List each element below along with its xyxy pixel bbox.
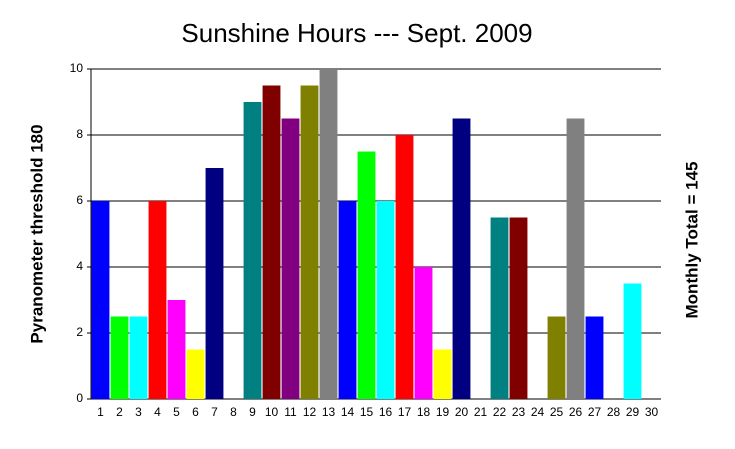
- x-tick-label: 20: [455, 405, 469, 419]
- x-tick-label: 3: [135, 405, 142, 419]
- bar: [243, 102, 262, 399]
- bar: [357, 151, 376, 399]
- x-tick-label: 21: [474, 405, 488, 419]
- x-tick-label: 23: [512, 405, 526, 419]
- x-tick-label: 10: [265, 405, 279, 419]
- bar: [623, 283, 642, 399]
- bar: [490, 217, 509, 399]
- x-tick-label: 19: [436, 405, 450, 419]
- x-tick-label: 17: [398, 405, 412, 419]
- bar: [262, 85, 281, 399]
- bar: [395, 135, 414, 399]
- x-tick-label: 7: [211, 405, 218, 419]
- bar: [129, 316, 148, 399]
- x-tick-label: 4: [154, 405, 161, 419]
- bar: [205, 168, 224, 399]
- bar: [281, 118, 300, 399]
- x-tick-label: 30: [645, 405, 659, 419]
- x-tick-label: 12: [303, 405, 317, 419]
- y-tick-label: 0: [76, 391, 83, 405]
- x-tick-label: 8: [230, 405, 237, 419]
- y-tick-label: 6: [76, 193, 83, 207]
- bar: [414, 267, 433, 399]
- x-tick-label: 16: [379, 405, 393, 419]
- bar: [566, 118, 585, 399]
- x-tick-label: 13: [322, 405, 336, 419]
- x-tick-label: 26: [569, 405, 583, 419]
- y-axis-label: Pyranometer threshold 180: [27, 124, 46, 343]
- x-tick-label: 2: [116, 405, 123, 419]
- x-tick-label: 9: [249, 405, 256, 419]
- x-tick-label: 27: [588, 405, 602, 419]
- bar: [148, 201, 167, 399]
- bar: [338, 201, 357, 399]
- x-tick-label: 15: [360, 405, 374, 419]
- bar: [452, 118, 471, 399]
- x-tick-label: 25: [550, 405, 564, 419]
- y-tick-label: 10: [70, 61, 84, 75]
- bar: [509, 217, 528, 399]
- x-tick-label: 29: [626, 405, 640, 419]
- x-tick-label: 11: [284, 405, 297, 419]
- bar: [186, 349, 205, 399]
- y-tick-label: 8: [76, 127, 83, 141]
- x-tick-label: 18: [417, 405, 431, 419]
- y-tick-label: 4: [76, 259, 83, 273]
- chart-title: Sunshine Hours --- Sept. 2009: [181, 18, 532, 48]
- bar: [547, 316, 566, 399]
- bar: [91, 201, 110, 399]
- bar: [319, 69, 338, 399]
- right-label: Monthly Total = 145: [682, 162, 701, 319]
- x-tick-label: 6: [192, 405, 199, 419]
- x-tick-label: 24: [531, 405, 545, 419]
- x-tick-label: 22: [493, 405, 507, 419]
- bar: [300, 85, 319, 399]
- x-tick-label: 1: [97, 405, 104, 419]
- bar: [110, 316, 129, 399]
- x-tick-label: 14: [341, 405, 355, 419]
- bar: [433, 349, 452, 399]
- y-tick-label: 2: [76, 325, 83, 339]
- bar: [585, 316, 604, 399]
- bar: [167, 300, 186, 399]
- bar: [376, 201, 395, 399]
- x-tick-label: 28: [607, 405, 621, 419]
- x-tick-label: 5: [173, 405, 180, 419]
